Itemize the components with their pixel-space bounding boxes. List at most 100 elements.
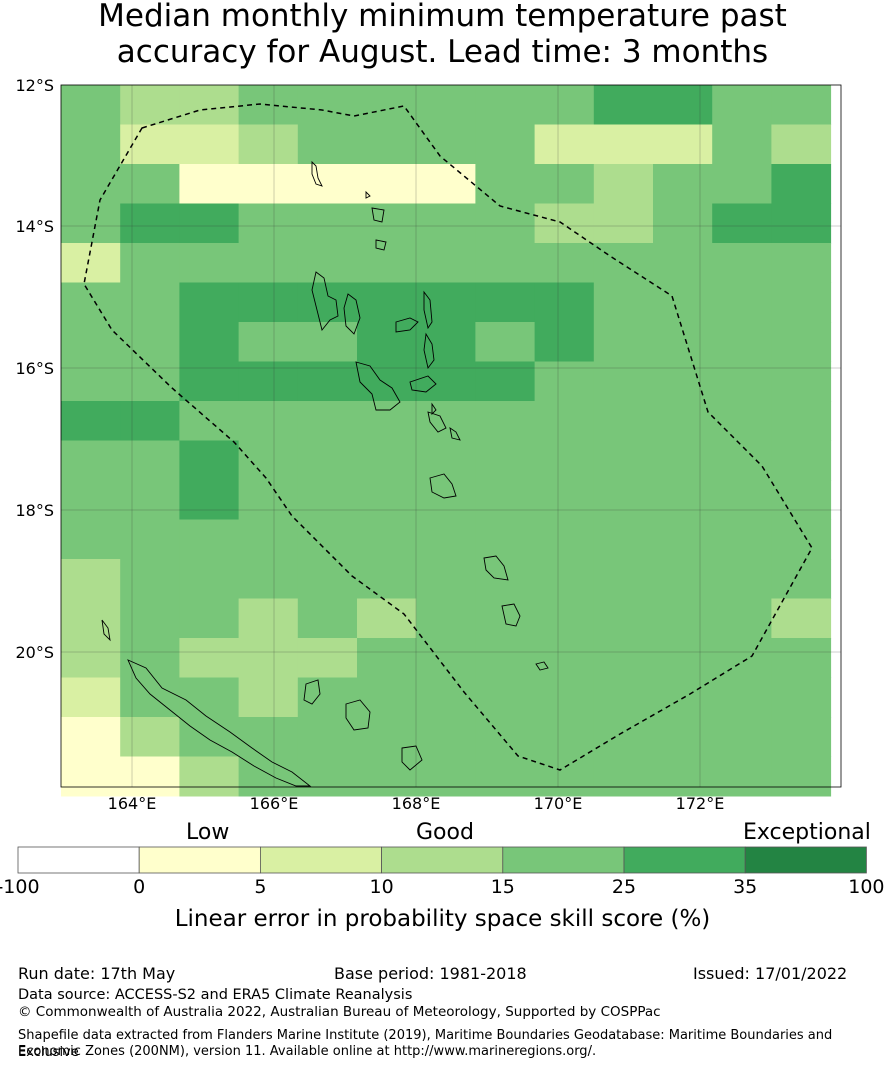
grid-cell [416,124,476,165]
grid-cell [120,519,180,560]
grid-cell [120,243,180,283]
grid-cell [593,282,654,323]
colorbar-segment [623,846,746,874]
colorbar-segment [17,846,140,874]
grid-cell [712,519,772,560]
grid-cell [238,480,299,520]
grid-cell [593,519,654,560]
longitude-labels: 164°E 166°E 168°E 170°E 172°E [108,794,725,813]
grid-cell [593,480,654,520]
grid-cell [475,598,536,639]
grid-cell [771,598,832,639]
colorbar [17,846,867,874]
grid-cell [593,598,654,639]
grid-cell [475,282,536,323]
grid-cell [712,717,772,757]
island-ouvea [303,679,321,705]
grid-cell [653,519,713,560]
grid-cell [357,480,417,520]
grid-cell [712,322,772,362]
grid-cell [653,638,713,678]
grid-cell [475,756,536,797]
grid-cell [475,361,536,402]
grid-cell [120,638,180,678]
grid-cell [771,203,832,244]
grid-cell [593,717,654,757]
grid-cell [771,164,832,204]
grid-cell [61,559,121,599]
grid-cell [120,361,180,402]
lat-label: 12°S [15,76,54,95]
shapefile-credit-line-1: Shapefile data extracted from Flanders M… [18,1028,833,1060]
grid-cell [712,124,772,165]
lat-label: 16°S [15,359,54,378]
grid-cell [534,677,595,718]
colorbar-tick: 100 [848,876,885,898]
colorbar-tick: 35 [733,876,758,898]
grid-cell [771,440,832,481]
grid-cell [61,85,121,125]
grid-cell [475,638,536,678]
grid-cell [357,85,417,125]
grid-cell [593,361,654,402]
eez-boundary [83,103,813,771]
grid-cell [534,559,595,599]
grid-cell [653,480,713,520]
grid-cell [357,519,417,560]
grid-cell [416,638,476,678]
island-malekula [355,361,401,411]
data-source: Data source: ACCESS-S2 and ERA5 Climate … [18,987,413,1003]
grid-cell [238,440,299,481]
colorbar-tick: 5 [254,876,267,898]
grid-cell [771,401,832,441]
grid-cell [238,756,299,797]
grid-cell [653,440,713,481]
grid-cell [534,322,595,362]
grid-cell [534,717,595,757]
grid-cell [357,203,417,244]
grid-cell [712,164,772,204]
island-banks-3 [365,190,371,199]
island-maewo [423,290,433,330]
grid-cell [120,677,180,718]
grid-cell [61,519,121,560]
colorbar-segment [259,846,382,874]
grid-cell [475,559,536,599]
grid-cell [653,717,713,757]
grid-cell [179,322,240,362]
grid-cell [120,440,180,481]
grid-cell [712,638,772,678]
grid-cell [357,638,417,678]
grid-cell [534,480,595,520]
latitude-labels: 12°S 14°S 16°S 18°S 20°S [15,76,54,662]
lat-label: 20°S [15,643,54,662]
grid-cell [771,519,832,560]
grid-cell [120,598,180,639]
grid-cell [534,756,595,797]
grid-cell [534,440,595,481]
grid-cell [712,85,772,125]
grid-cell [179,203,240,244]
grid-cell [475,243,536,283]
grid-cell [61,282,121,323]
skill-grid [61,85,832,797]
grid-cell [120,756,180,797]
lon-label: 164°E [108,794,157,813]
grid-cell [357,401,417,441]
grid-cell [357,361,417,402]
grid-cell [534,598,595,639]
base-period: Base period: 1981-2018 [334,964,527,983]
grid-cell [416,164,476,204]
island-epi [427,411,447,433]
grid-cell [534,282,595,323]
island-ambrym [409,375,437,393]
grid-cell [179,519,240,560]
grid-cell [653,203,713,244]
grid-cell [416,598,476,639]
grid-cell [179,440,240,481]
grid-cell [653,756,713,797]
grid-cell [179,401,240,441]
island-paama [431,402,437,416]
grid-cell [712,480,772,520]
lon-label: 170°E [534,794,583,813]
